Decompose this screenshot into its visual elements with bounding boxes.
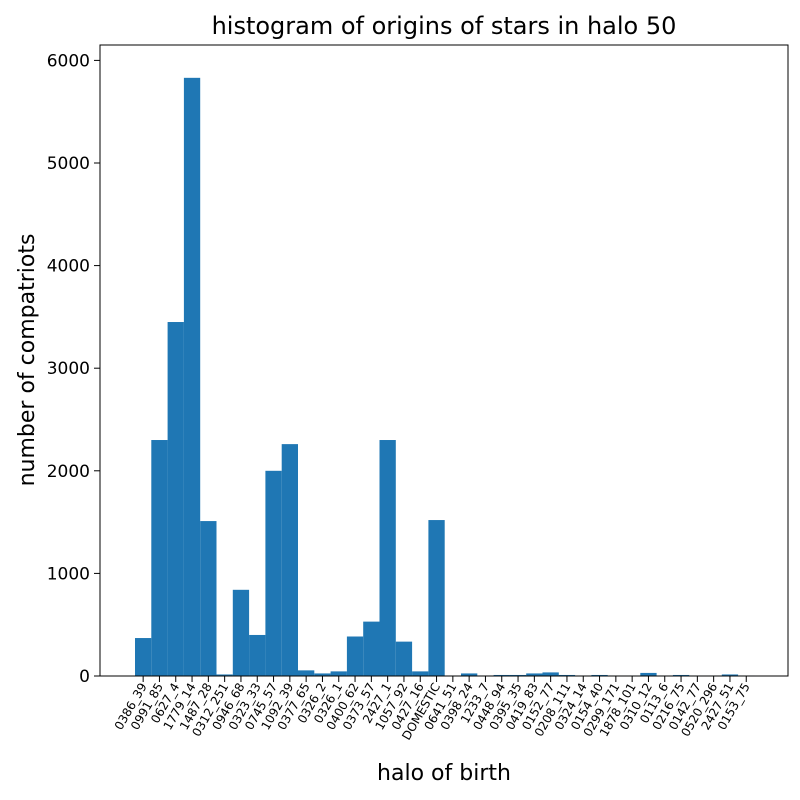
y-tick-label: 3000 — [47, 359, 90, 379]
bar-0208_111 — [558, 674, 576, 676]
y-tick-label: 6000 — [47, 51, 90, 71]
y-tick-label: 5000 — [47, 154, 90, 174]
bar-0627_4 — [167, 322, 184, 676]
x-axis-label: halo of birth — [377, 761, 511, 786]
bar-DOMESTIC — [428, 520, 445, 676]
bar-0395_35 — [509, 674, 527, 676]
bar-0991_85 — [151, 440, 168, 676]
y-tick-label: 1000 — [47, 564, 90, 584]
bars-group — [135, 77, 755, 676]
chart-title: histogram of origins of stars in halo 50 — [212, 12, 677, 40]
bar-0323_33 — [249, 634, 266, 676]
bar-2427_1 — [379, 440, 396, 676]
bar-0216_75 — [672, 674, 690, 676]
bar-0448_94 — [493, 674, 510, 676]
bar-1487_28 — [200, 521, 217, 676]
y-tick-label: 2000 — [47, 462, 90, 482]
bar-1057_92 — [395, 641, 413, 676]
bar-0312_251 — [216, 674, 233, 676]
bar-0326_2 — [314, 673, 331, 676]
bar-0377_65 — [298, 670, 315, 676]
y-ticks: 0 1000 2000 3000 4000 5000 6000 — [47, 51, 100, 687]
bar-0946_68 — [232, 589, 250, 676]
bar-1092_39 — [281, 444, 298, 676]
bar-0152_77 — [542, 672, 559, 676]
bar-0427_16 — [412, 671, 429, 676]
plot-frame — [99, 44, 789, 677]
bar-1779_14 — [183, 77, 201, 676]
bar-0400_62 — [346, 636, 364, 676]
bar-0154_40 — [591, 674, 608, 676]
bar-0745_57 — [265, 470, 282, 676]
y-axis-label: number of compatriots — [15, 234, 40, 487]
bar-0326_1 — [330, 671, 347, 676]
bar-0419_83 — [526, 673, 543, 676]
bar-0386_39 — [135, 638, 152, 676]
y-tick-label: 4000 — [47, 257, 90, 277]
bar-0373_57 — [363, 621, 380, 676]
x-ticks: 0386_390991_850627_41779_141487_280312_2… — [112, 676, 753, 742]
bar-0398_24 — [461, 673, 478, 676]
bar-2427_51 — [721, 674, 739, 676]
bar-0310_12 — [640, 672, 657, 676]
y-tick-label: 0 — [79, 667, 90, 687]
